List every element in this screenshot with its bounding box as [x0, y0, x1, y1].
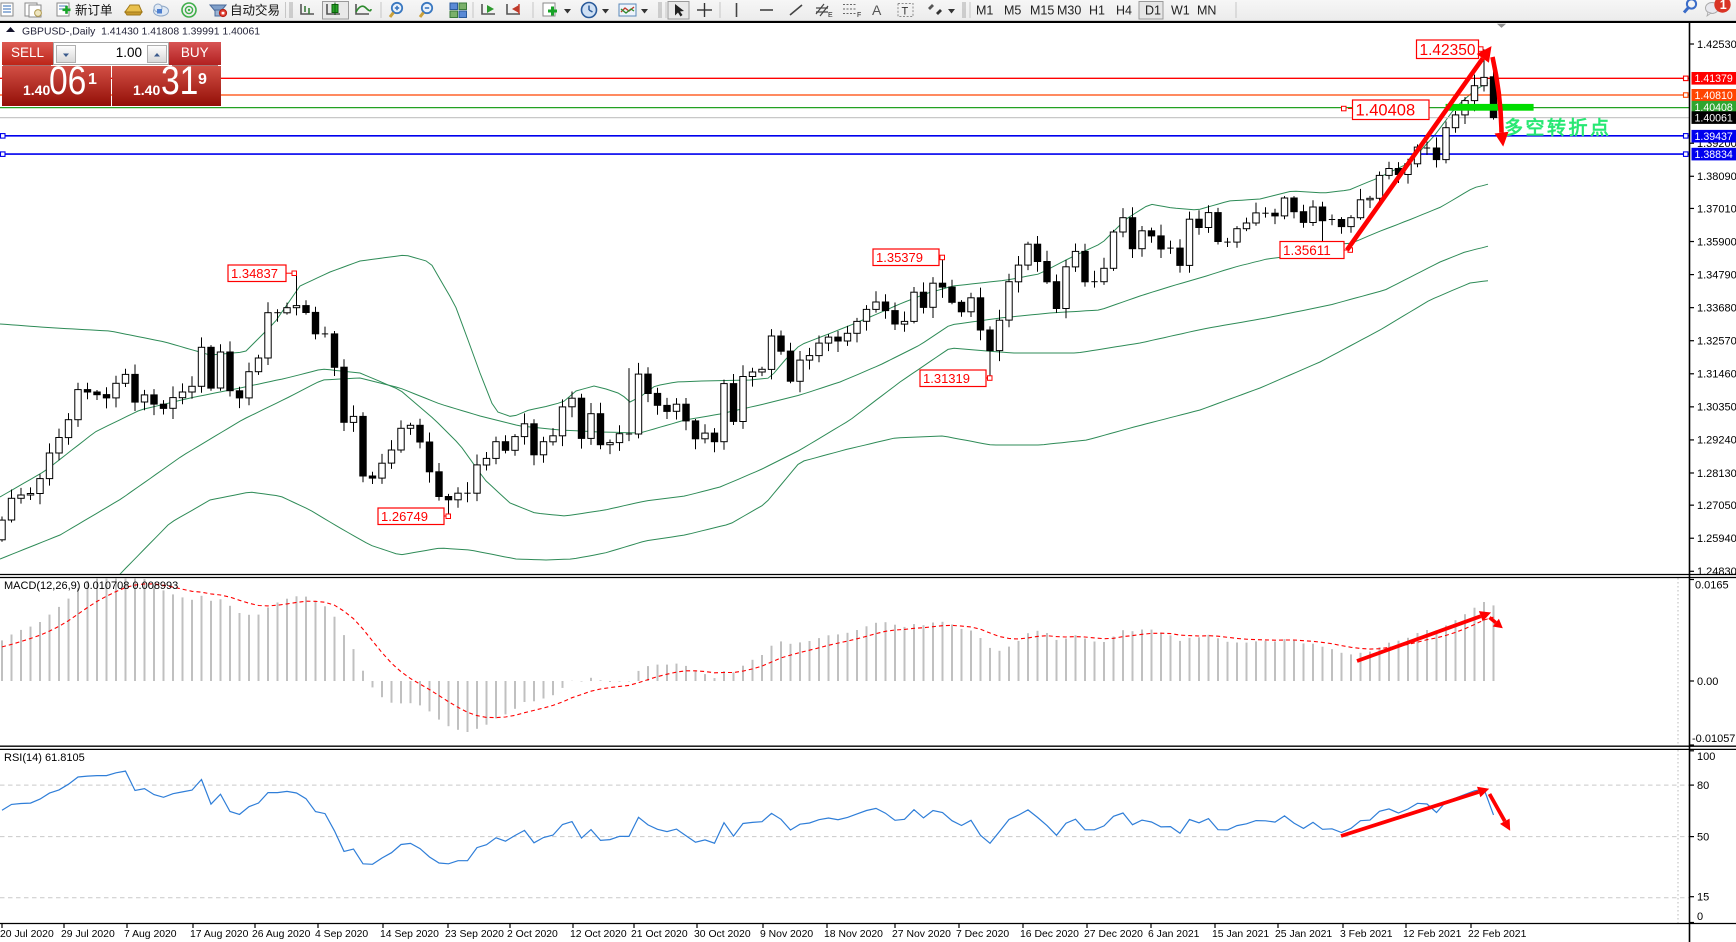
- svg-text:12 Oct 2020: 12 Oct 2020: [570, 929, 627, 940]
- svg-text:1.34837: 1.34837: [231, 266, 278, 281]
- svg-text:新订单: 新订单: [75, 3, 113, 18]
- svg-text:1.34790: 1.34790: [1697, 269, 1736, 281]
- svg-text:1.35900: 1.35900: [1697, 236, 1736, 248]
- svg-text:1: 1: [1720, 0, 1727, 12]
- svg-text:27 Dec 2020: 27 Dec 2020: [1084, 929, 1143, 940]
- svg-text:1.35611: 1.35611: [1283, 243, 1331, 258]
- svg-text:M30: M30: [1057, 4, 1081, 18]
- svg-text:F: F: [857, 12, 861, 19]
- svg-text:50: 50: [1697, 831, 1709, 843]
- svg-text:1.24830: 1.24830: [1697, 566, 1736, 578]
- svg-text:3 Feb 2021: 3 Feb 2021: [1340, 929, 1393, 940]
- svg-text:1.35379: 1.35379: [876, 250, 923, 265]
- svg-text:1.40810: 1.40810: [1695, 90, 1733, 102]
- svg-text:MACD(12,26,9) 0.010708 0.00899: MACD(12,26,9) 0.010708 0.008993: [4, 580, 178, 592]
- svg-text:自动交易: 自动交易: [230, 3, 280, 18]
- svg-text:1.33680: 1.33680: [1697, 303, 1736, 315]
- svg-text:1.40061: 1.40061: [1695, 112, 1733, 124]
- svg-text:1.41379: 1.41379: [1695, 73, 1733, 85]
- svg-text:0.0165: 0.0165: [1695, 580, 1729, 592]
- svg-text:80: 80: [1697, 780, 1709, 792]
- svg-text:RSI(14) 61.8105: RSI(14) 61.8105: [4, 752, 85, 764]
- svg-text:1.40408: 1.40408: [1356, 102, 1416, 120]
- svg-text:1.25940: 1.25940: [1697, 533, 1736, 545]
- svg-text:4 Sep 2020: 4 Sep 2020: [315, 929, 368, 940]
- svg-text:1.31460: 1.31460: [1697, 369, 1736, 381]
- svg-text:7 Aug 2020: 7 Aug 2020: [124, 929, 177, 940]
- svg-text:7 Dec 2020: 7 Dec 2020: [956, 929, 1009, 940]
- svg-text:H1: H1: [1089, 4, 1105, 18]
- svg-text:27 Nov 2020: 27 Nov 2020: [892, 929, 951, 940]
- svg-text:21 Oct 2020: 21 Oct 2020: [631, 929, 688, 940]
- svg-text:1.29240: 1.29240: [1697, 435, 1736, 447]
- svg-text:9 Nov 2020: 9 Nov 2020: [760, 929, 813, 940]
- svg-text:20 Jul 2020: 20 Jul 2020: [0, 929, 54, 940]
- svg-text:W1: W1: [1171, 4, 1190, 18]
- svg-text:29 Jul 2020: 29 Jul 2020: [61, 929, 115, 940]
- svg-text:100: 100: [1697, 751, 1715, 763]
- svg-text:23 Sep 2020: 23 Sep 2020: [445, 929, 504, 940]
- svg-text:26 Aug 2020: 26 Aug 2020: [252, 929, 311, 940]
- svg-text:16 Dec 2020: 16 Dec 2020: [1020, 929, 1079, 940]
- svg-text:15: 15: [1697, 892, 1709, 904]
- svg-text:0: 0: [1697, 911, 1703, 923]
- svg-text:25 Jan 2021: 25 Jan 2021: [1275, 929, 1332, 940]
- svg-text:1.32570: 1.32570: [1697, 336, 1736, 348]
- svg-text:1.26749: 1.26749: [381, 509, 428, 524]
- svg-text:多空转折点: 多空转折点: [1504, 116, 1612, 139]
- svg-text:1.39437: 1.39437: [1695, 131, 1733, 143]
- svg-text:1.28130: 1.28130: [1697, 468, 1736, 480]
- svg-text:D1: D1: [1145, 4, 1161, 18]
- svg-text:1.38834: 1.38834: [1695, 149, 1733, 161]
- svg-text:T: T: [902, 6, 909, 18]
- svg-text:1.30350: 1.30350: [1697, 402, 1736, 414]
- svg-text:1.42530: 1.42530: [1697, 39, 1736, 51]
- svg-text:A: A: [872, 2, 882, 18]
- svg-text:18 Nov 2020: 18 Nov 2020: [824, 929, 883, 940]
- svg-text:14 Sep 2020: 14 Sep 2020: [380, 929, 439, 940]
- svg-text:17 Aug 2020: 17 Aug 2020: [190, 929, 249, 940]
- svg-text:15 Jan 2021: 15 Jan 2021: [1212, 929, 1269, 940]
- svg-text:6 Jan 2021: 6 Jan 2021: [1148, 929, 1200, 940]
- svg-text:1.42350: 1.42350: [1420, 42, 1476, 59]
- svg-text:E: E: [828, 12, 833, 19]
- svg-text:0.00: 0.00: [1697, 676, 1718, 688]
- svg-text:1.31319: 1.31319: [923, 371, 970, 386]
- svg-text:22 Feb 2021: 22 Feb 2021: [1468, 929, 1527, 940]
- svg-text:M15: M15: [1030, 4, 1054, 18]
- svg-text:M5: M5: [1004, 4, 1021, 18]
- svg-text:GBPUSD-,Daily 1.41430 1.41808: GBPUSD-,Daily 1.41430 1.41808 1.39991 1.…: [22, 27, 260, 38]
- svg-text:12 Feb 2021: 12 Feb 2021: [1403, 929, 1462, 940]
- svg-text:1.37010: 1.37010: [1697, 203, 1736, 215]
- svg-text:1.27050: 1.27050: [1697, 500, 1736, 512]
- svg-text:30 Oct 2020: 30 Oct 2020: [694, 929, 751, 940]
- svg-text:1.40408: 1.40408: [1695, 102, 1733, 114]
- svg-text:H4: H4: [1116, 4, 1132, 18]
- svg-text:1.38090: 1.38090: [1697, 171, 1736, 183]
- svg-text:MN: MN: [1197, 4, 1216, 18]
- svg-text:2 Oct 2020: 2 Oct 2020: [507, 929, 558, 940]
- svg-text:M1: M1: [976, 4, 993, 18]
